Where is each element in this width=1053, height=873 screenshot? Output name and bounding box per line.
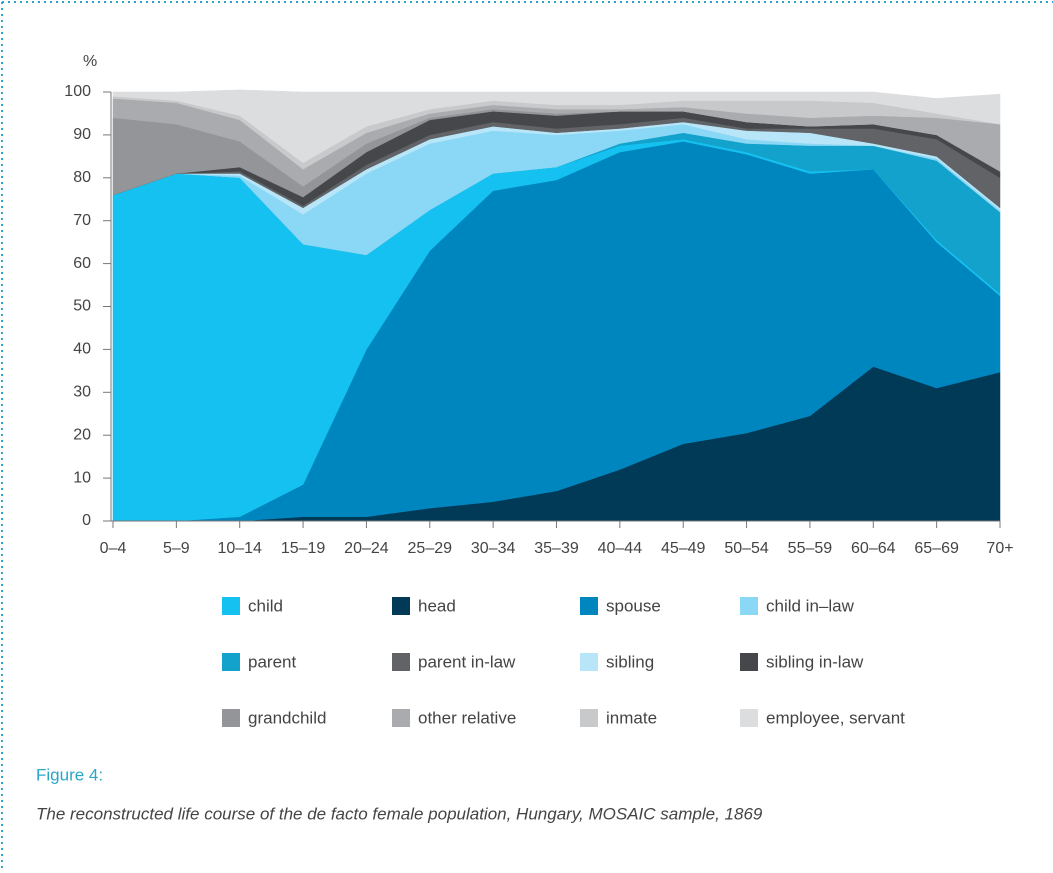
legend-label: parent — [248, 652, 296, 671]
y-tick-label: 80 — [73, 169, 91, 186]
y-tick-label: 40 — [73, 341, 91, 358]
legend-swatch — [222, 597, 240, 615]
x-tick-label: 45–49 — [661, 540, 706, 557]
y-tick-label: 60 — [73, 255, 91, 272]
y-tick-label: 10 — [73, 469, 91, 486]
legend-label: grandchild — [248, 708, 326, 727]
legend-label: child in–law — [766, 596, 855, 615]
legend-label: head — [418, 596, 456, 615]
legend-label: parent in-law — [418, 652, 516, 671]
x-tick-label: 25–29 — [408, 540, 453, 557]
legend-label: other relative — [418, 708, 516, 727]
y-tick-label: 90 — [73, 126, 91, 143]
x-tick-label: 65–69 — [914, 540, 959, 557]
x-tick-label: 0–4 — [100, 540, 127, 557]
x-tick-label: 10–14 — [217, 540, 262, 557]
y-tick-label: 50 — [73, 298, 91, 315]
legend-label: sibling in-law — [766, 652, 864, 671]
y-tick-label: 0 — [82, 512, 91, 529]
x-tick-label: 55–59 — [788, 540, 833, 557]
x-tick-label: 30–34 — [471, 540, 516, 557]
area — [112, 89, 1001, 164]
x-tick-label: 50–54 — [724, 540, 769, 557]
legend-swatch — [580, 597, 598, 615]
x-tick-label: 15–19 — [281, 540, 326, 557]
y-tick-label: 70 — [73, 212, 91, 229]
x-tick-label: 70+ — [986, 540, 1013, 557]
legend-label: spouse — [606, 596, 661, 615]
legend-swatch — [222, 653, 240, 671]
y-unit: % — [83, 53, 97, 70]
x-tick-label: 40–44 — [598, 540, 643, 557]
y-tick-label: 30 — [73, 384, 91, 401]
x-tick-label: 35–39 — [534, 540, 579, 557]
y-tick-label: 100 — [64, 83, 91, 100]
legend-swatch — [580, 709, 598, 727]
x-tick-label: 60–64 — [851, 540, 896, 557]
legend-swatch — [392, 597, 410, 615]
legend-label: employee, servant — [766, 708, 905, 727]
x-tick-label: 20–24 — [344, 540, 389, 557]
x-tick-label: 5–9 — [163, 540, 190, 557]
legend-swatch — [740, 653, 758, 671]
figure-label: Figure 4: — [36, 765, 103, 784]
legend-label: inmate — [606, 708, 657, 727]
legend-label: child — [248, 596, 283, 615]
y-tick-label: 20 — [73, 426, 91, 443]
caption: The reconstructed life course of the de … — [36, 804, 763, 823]
legend-swatch — [392, 653, 410, 671]
legend-swatch — [740, 709, 758, 727]
legend-swatch — [740, 597, 758, 615]
legend-label: sibling — [606, 652, 654, 671]
legend-swatch — [580, 653, 598, 671]
legend-swatch — [392, 709, 410, 727]
legend-swatch — [222, 709, 240, 727]
